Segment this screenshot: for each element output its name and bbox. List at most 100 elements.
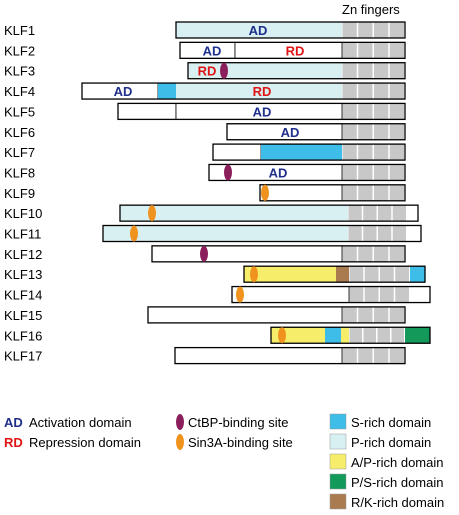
sin3a-binding-site (148, 205, 156, 222)
protein-row-klf11: KLF11 (4, 224, 422, 243)
protein-outline (226, 123, 406, 141)
protein-row-klf5: KLF5 AD (4, 102, 406, 121)
zinc-finger (342, 306, 357, 323)
zinc-finger (342, 42, 357, 59)
legend-s-rich-swatch (329, 413, 347, 430)
protein-outline (117, 102, 406, 121)
zinc-finger (389, 306, 404, 323)
protein-name: KLF11 (4, 227, 41, 242)
protein-outline (119, 204, 419, 222)
zinc-finger (342, 22, 357, 38)
zinc-finger (377, 327, 390, 344)
domain-label: AD (253, 104, 272, 119)
zinc-finger (363, 205, 377, 222)
domain-ap-rich (341, 327, 349, 344)
domain-p-rich (120, 205, 348, 222)
zinc-finger (358, 103, 373, 120)
legend-ps-rich-swatch (329, 473, 347, 490)
protein-outline (179, 41, 406, 59)
zinc-finger (389, 144, 404, 161)
protein-outline (81, 82, 406, 100)
protein-row-klf7: KLF7 (4, 143, 406, 161)
zinc-finger (342, 83, 357, 100)
zinc-finger (389, 347, 404, 364)
protein-row-klf14: KLF14 (4, 285, 431, 304)
zinc-finger (363, 327, 376, 344)
protein-row-klf9: KLF9 (4, 184, 406, 202)
protein-outline (151, 245, 406, 263)
protein-name: KLF4 (4, 84, 35, 99)
protein-row-klf8: KLF8 AD (4, 163, 406, 182)
protein-outline (187, 62, 406, 80)
zinc-finger (342, 62, 357, 79)
zinc-finger (374, 22, 389, 38)
zinc-finger (389, 62, 404, 79)
zinc-finger (380, 286, 394, 303)
zinc-finger (364, 266, 379, 283)
zinc-finger (391, 327, 404, 344)
zinc-finger (374, 347, 389, 364)
protein-name: KLF13 (4, 267, 42, 282)
legend: AD Activation domain RD Repression domai… (4, 413, 444, 510)
zinc-finger (374, 164, 389, 181)
protein-name: KLF17 (4, 349, 42, 364)
zinc-finger (349, 286, 364, 303)
zinc-finger (358, 347, 373, 364)
protein-name: KLF16 (4, 328, 42, 343)
protein-outline (270, 326, 431, 344)
domain-label: AD (203, 43, 222, 58)
protein-outline (102, 224, 422, 243)
zinc-finger (374, 306, 389, 323)
legend-ap-rich-swatch (329, 453, 347, 470)
ctbp-binding-site (220, 62, 228, 79)
domain-label: RD (253, 84, 272, 99)
zinc-finger (389, 83, 404, 100)
domain-p-rich (176, 22, 342, 38)
domain-label: RD (198, 64, 217, 79)
zinc-finger (358, 306, 373, 323)
zinc-finger (349, 327, 362, 344)
protein-outline (243, 265, 426, 283)
protein-name: KLF6 (4, 125, 35, 140)
domain-plain (174, 347, 343, 365)
zinc-finger (342, 164, 357, 181)
legend-rk-rich-text: R/K-rich domain (351, 495, 444, 510)
domain-plain (212, 143, 262, 161)
protein-outline (174, 346, 406, 365)
domain-plain (151, 245, 343, 263)
zinc-finger (374, 144, 389, 161)
zinc-finger (389, 103, 404, 120)
protein-row-klf4: KLF4 AD RD (4, 82, 406, 100)
legend-ap-rich-text: A/P-rich domain (351, 455, 443, 470)
sin3a-binding-site (261, 184, 269, 201)
protein-outline (147, 306, 406, 324)
protein-name: KLF14 (4, 288, 42, 303)
zinc-finger (364, 286, 379, 303)
protein-row-klf13: KLF13 (4, 265, 426, 283)
zinc-finger (348, 205, 362, 222)
protein-name: KLF2 (4, 43, 35, 58)
zinc-finger (358, 62, 373, 79)
zinc-finger (374, 62, 389, 79)
zinc-finger (342, 123, 357, 140)
protein-name: KLF15 (4, 308, 42, 323)
protein-row-klf16: KLF16 (4, 326, 431, 344)
domain-plain (259, 184, 343, 202)
zinc-finger (389, 164, 404, 181)
ctbp-binding-site (224, 164, 232, 181)
protein-outline (231, 285, 431, 304)
domain-label: AD (114, 84, 133, 99)
zinc-finger (358, 83, 373, 100)
domain-label: RD (286, 43, 305, 58)
zinc-finger (374, 42, 389, 59)
protein-row-klf6: KLF6 AD (4, 123, 406, 141)
protein-row-klf2: KLF2 AD RD (4, 41, 406, 59)
protein-row-klf10: KLF10 (4, 204, 419, 222)
zinc-finger (342, 144, 357, 161)
zinc-finger (342, 347, 357, 364)
legend-ad-abbr: AD (4, 415, 23, 430)
legend-rk-rich-swatch (329, 493, 347, 510)
legend-rd-text: Repression domain (29, 435, 141, 450)
zinc-finger (374, 184, 389, 201)
zinc-finger (395, 266, 409, 283)
